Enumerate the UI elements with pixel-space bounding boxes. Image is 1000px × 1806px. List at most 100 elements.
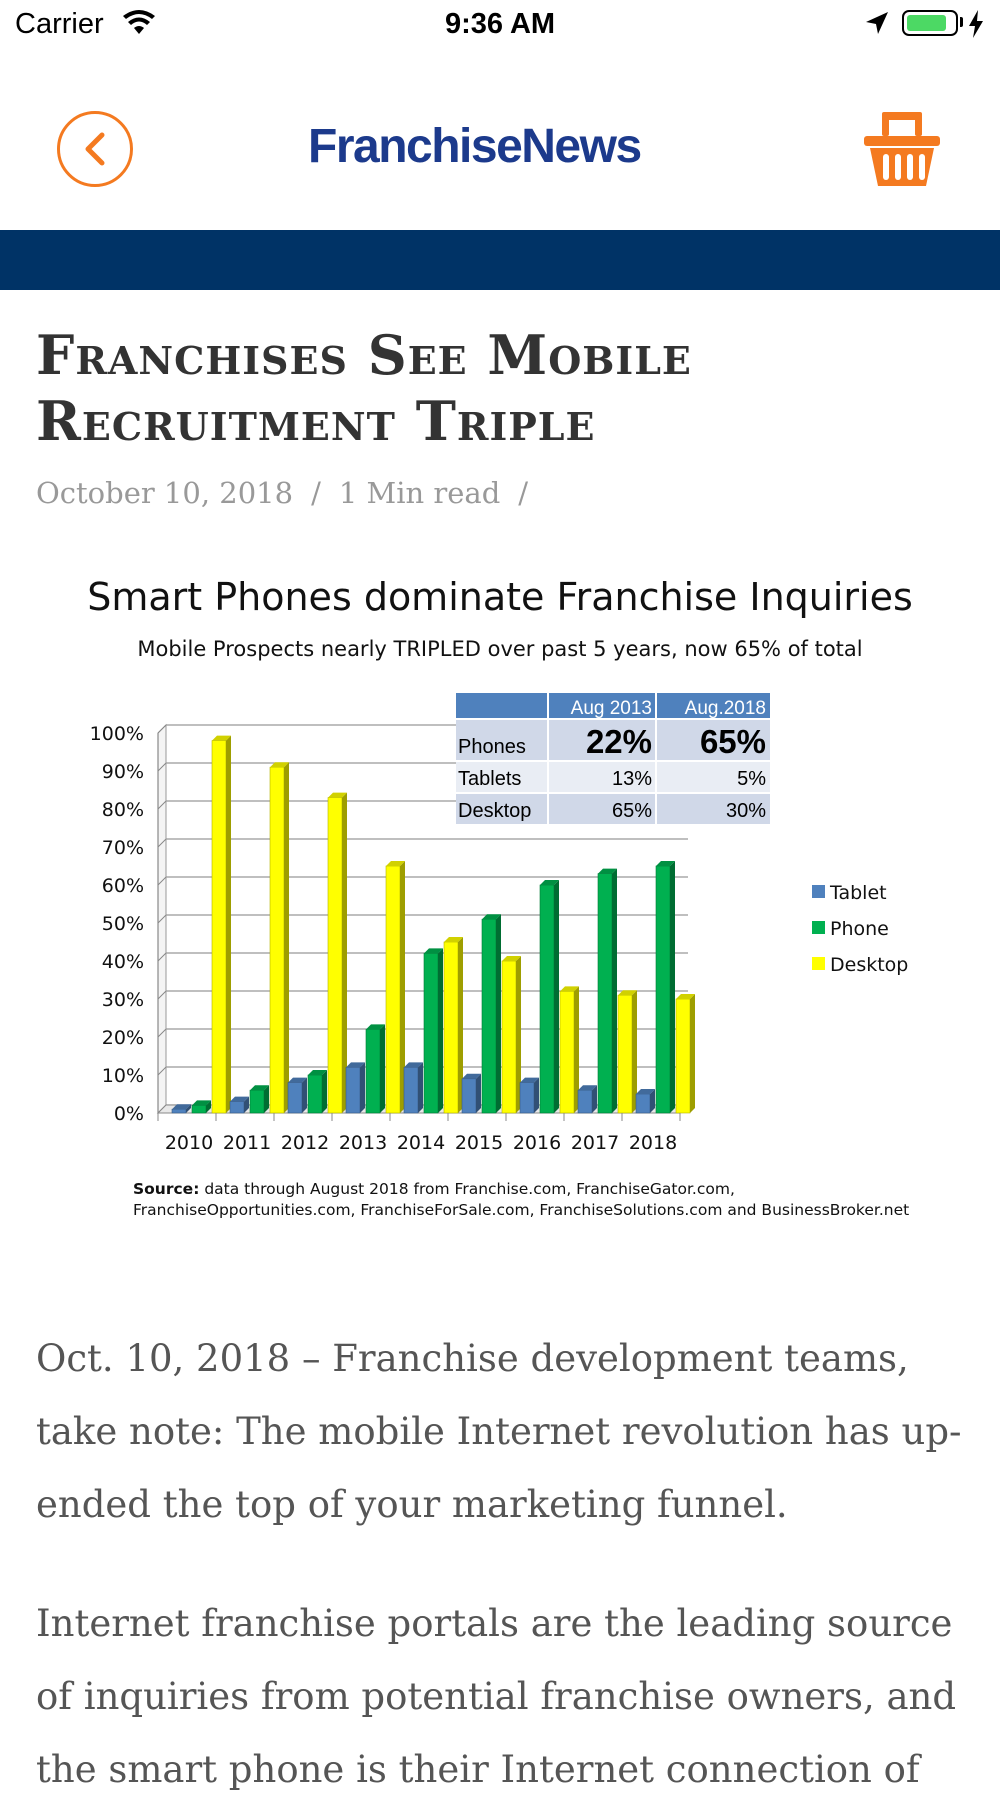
- bar-top: [288, 1077, 307, 1083]
- x-tick-label: 2012: [281, 1132, 329, 1154]
- bar-side: [632, 990, 637, 1113]
- gridline-slant: [157, 1066, 167, 1076]
- x-tick-label: 2013: [339, 1132, 387, 1154]
- logo-part1: Franchise: [308, 120, 523, 173]
- bar-top: [404, 1062, 423, 1068]
- bar-phone: [423, 948, 443, 1114]
- bar-side: [400, 861, 405, 1113]
- chart-image: 0% 10% 20% 30% 40% 50% 60% 70% 80% 90% 100% 2010 201…: [70, 575, 940, 1235]
- bar-side: [534, 1077, 539, 1113]
- bar-top: [366, 1024, 385, 1030]
- y-tick-label: 50%: [102, 913, 144, 935]
- x-tick-label: 2017: [571, 1132, 619, 1154]
- y-tick-label: 30%: [102, 989, 144, 1011]
- charging-bolt-icon: [968, 10, 984, 43]
- navigation-band: [0, 230, 1000, 290]
- bar-side: [574, 986, 579, 1113]
- bar-front: [327, 797, 343, 1114]
- bar-side: [186, 1104, 191, 1113]
- meta-separator: /: [518, 476, 529, 510]
- battery-level: [907, 15, 946, 31]
- bar-side: [516, 956, 521, 1113]
- bar-top: [328, 792, 347, 798]
- gridline-slant: [157, 876, 167, 886]
- bar-front: [211, 740, 227, 1114]
- bar-front: [345, 1067, 361, 1114]
- x-tick-label: 2014: [397, 1132, 445, 1154]
- read-time: 1 Min read: [338, 476, 501, 510]
- chart-subtitle: Mobile Prospects nearly TRIPLED over pas…: [137, 637, 863, 661]
- bar-front: [501, 960, 517, 1114]
- basket-button[interactable]: [862, 110, 942, 195]
- basket-icon: [864, 112, 940, 186]
- bar-top: [308, 1070, 327, 1075]
- bar-front: [597, 873, 613, 1114]
- bar-side: [284, 762, 289, 1113]
- gridline-slant: [157, 952, 167, 962]
- bar-front: [635, 1093, 651, 1114]
- bar-phone: [539, 880, 559, 1114]
- bar-top: [578, 1085, 597, 1091]
- bar-top: [520, 1077, 539, 1083]
- bar-side: [302, 1077, 307, 1113]
- table-header-cell: Aug 2013: [571, 698, 652, 719]
- bar-desktop: [617, 990, 637, 1114]
- bar-tablet: [345, 1062, 365, 1114]
- bar-side: [342, 792, 347, 1113]
- location-arrow-icon: [864, 10, 890, 41]
- bar-desktop: [559, 986, 579, 1114]
- bar-top: [192, 1100, 211, 1106]
- bar-top: [636, 1089, 655, 1094]
- bar-front: [577, 1089, 593, 1114]
- table-row-bg: [456, 793, 770, 825]
- y-tick-label: 0%: [114, 1103, 144, 1125]
- bar-front: [249, 1089, 265, 1114]
- gridline-slant: [157, 990, 167, 1000]
- bar-side: [438, 948, 443, 1113]
- app-header: FranchiseNews: [0, 52, 1000, 230]
- bar-top: [250, 1085, 269, 1091]
- legend-label-tablet: Tablet: [829, 882, 887, 904]
- table-header-cell: Aug.2018: [685, 698, 766, 719]
- legend-label-phone: Phone: [830, 918, 889, 940]
- table-cell: 65%: [700, 723, 766, 760]
- back-button[interactable]: [57, 111, 133, 187]
- bar-phone: [191, 1100, 211, 1114]
- bar-side: [496, 914, 501, 1113]
- article-title: Franchises See Mobile Recruitment Triple: [36, 323, 692, 453]
- bar-tablet: [635, 1089, 655, 1114]
- bar-front: [481, 918, 497, 1114]
- table-header-bg: [456, 693, 770, 719]
- table-cell: 65%: [612, 800, 652, 822]
- bar-front: [443, 941, 459, 1114]
- table-row-label: Desktop: [458, 800, 531, 822]
- y-tick-label: 100%: [90, 723, 144, 745]
- bar-front: [461, 1078, 477, 1114]
- franchise-news-logo[interactable]: FranchiseNews: [308, 122, 690, 172]
- article-meta: October 10, 2018 / 1 Min read /: [36, 476, 546, 510]
- bar-top: [482, 914, 501, 920]
- chart-title: Smart Phones dominate Franchise Inquirie…: [87, 575, 913, 619]
- y-tick-label: 10%: [102, 1065, 144, 1087]
- wifi-icon: [122, 10, 156, 41]
- bar-top: [560, 986, 579, 992]
- bar-top: [424, 948, 443, 954]
- bar-front: [655, 865, 671, 1114]
- bar-top: [172, 1104, 191, 1110]
- gridline-slant: [157, 1028, 167, 1038]
- bar-front: [171, 1108, 187, 1114]
- bar-phone: [597, 868, 617, 1114]
- meta-separator: /: [311, 476, 321, 510]
- bar-front: [287, 1082, 303, 1114]
- bar-side: [226, 735, 231, 1113]
- bar-tablet: [287, 1077, 307, 1114]
- x-tick-label: 2011: [223, 1132, 271, 1154]
- bar-front: [229, 1101, 245, 1114]
- article-date[interactable]: October 10, 2018: [36, 476, 294, 510]
- bar-front: [519, 1082, 535, 1114]
- bar-side: [650, 1089, 655, 1113]
- bar-top: [502, 956, 521, 961]
- bar-front: [617, 994, 633, 1114]
- table-cell: 13%: [612, 768, 652, 790]
- legend-swatch-desktop: [812, 957, 825, 970]
